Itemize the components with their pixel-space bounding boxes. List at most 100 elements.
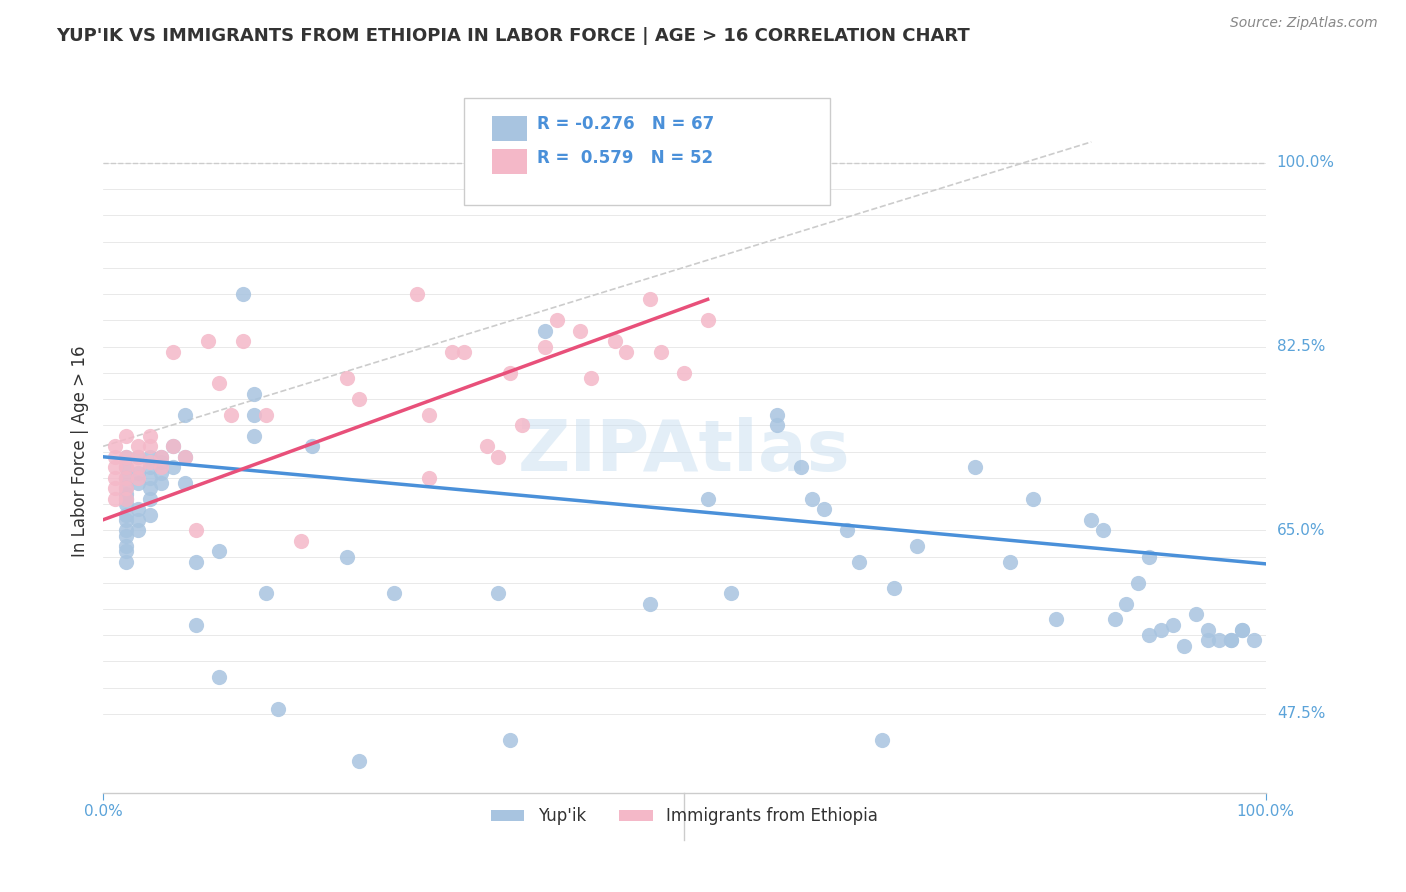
Point — [266, 701, 288, 715]
Point — [546, 313, 568, 327]
Point — [173, 450, 195, 464]
Point — [1161, 617, 1184, 632]
Point — [115, 539, 138, 553]
Point — [290, 533, 312, 548]
Point — [824, 796, 846, 810]
Point — [104, 460, 127, 475]
Point — [138, 439, 160, 453]
Point — [673, 366, 696, 380]
Point — [638, 293, 661, 307]
Point — [243, 429, 266, 443]
Point — [998, 555, 1021, 569]
Point — [115, 528, 138, 542]
Point — [486, 450, 509, 464]
Point — [475, 439, 498, 453]
Point — [1232, 623, 1254, 637]
Point — [614, 344, 637, 359]
Point — [766, 418, 789, 433]
Point — [1197, 623, 1219, 637]
Point — [789, 460, 811, 475]
Point — [382, 586, 405, 600]
Point — [837, 523, 859, 537]
Point — [1080, 513, 1102, 527]
Point — [115, 460, 138, 475]
Point — [115, 508, 138, 522]
Point — [115, 429, 138, 443]
Point — [232, 287, 254, 301]
Text: ZIPAtlas: ZIPAtlas — [517, 417, 851, 486]
Point — [138, 508, 160, 522]
Point — [301, 439, 323, 453]
Point — [115, 513, 138, 527]
Point — [127, 450, 149, 464]
Point — [138, 450, 160, 464]
Point — [127, 460, 149, 475]
Text: Source: ZipAtlas.com: Source: ZipAtlas.com — [1230, 16, 1378, 29]
Point — [115, 491, 138, 506]
Text: R = -0.276   N = 67: R = -0.276 N = 67 — [537, 115, 714, 133]
Text: 100.0%: 100.0% — [1277, 155, 1334, 170]
Point — [813, 502, 835, 516]
Point — [127, 471, 149, 485]
Point — [197, 334, 219, 349]
Point — [104, 450, 127, 464]
Point — [127, 502, 149, 516]
Point — [127, 466, 149, 480]
Point — [603, 334, 626, 349]
Point — [127, 523, 149, 537]
Point — [848, 555, 870, 569]
Point — [173, 408, 195, 422]
Point — [254, 586, 277, 600]
Point — [115, 460, 138, 475]
Point — [138, 429, 160, 443]
Point — [104, 481, 127, 495]
Point — [173, 450, 195, 464]
Point — [1104, 612, 1126, 626]
Point — [127, 450, 149, 464]
Point — [499, 366, 522, 380]
Point — [127, 476, 149, 491]
Point — [150, 450, 173, 464]
Point — [1137, 549, 1160, 564]
Point — [138, 471, 160, 485]
Point — [766, 408, 789, 422]
Point — [418, 408, 440, 422]
Point — [440, 344, 463, 359]
Point — [184, 523, 207, 537]
Point — [418, 471, 440, 485]
Point — [1126, 575, 1149, 590]
Point — [1045, 612, 1067, 626]
Point — [696, 313, 718, 327]
Point — [219, 408, 242, 422]
Text: R =  0.579   N = 52: R = 0.579 N = 52 — [537, 149, 713, 167]
Point — [232, 334, 254, 349]
Point — [150, 455, 173, 469]
Point — [1137, 628, 1160, 642]
Point — [254, 408, 277, 422]
Point — [696, 491, 718, 506]
Point — [870, 733, 893, 747]
Point — [150, 466, 173, 480]
Point — [336, 549, 359, 564]
Point — [127, 439, 149, 453]
Point — [115, 555, 138, 569]
Point — [801, 491, 824, 506]
Point — [336, 371, 359, 385]
Point — [406, 287, 429, 301]
Point — [1185, 607, 1208, 622]
Point — [1115, 597, 1137, 611]
Point — [104, 491, 127, 506]
Text: 82.5%: 82.5% — [1277, 339, 1324, 354]
Point — [173, 476, 195, 491]
Point — [347, 754, 370, 768]
Point — [568, 324, 591, 338]
Point — [115, 544, 138, 558]
Point — [1219, 633, 1241, 648]
Point — [1197, 633, 1219, 648]
Point — [115, 471, 138, 485]
Point — [208, 376, 231, 391]
Point — [115, 486, 138, 500]
Point — [115, 450, 138, 464]
Point — [104, 471, 127, 485]
Point — [1232, 623, 1254, 637]
